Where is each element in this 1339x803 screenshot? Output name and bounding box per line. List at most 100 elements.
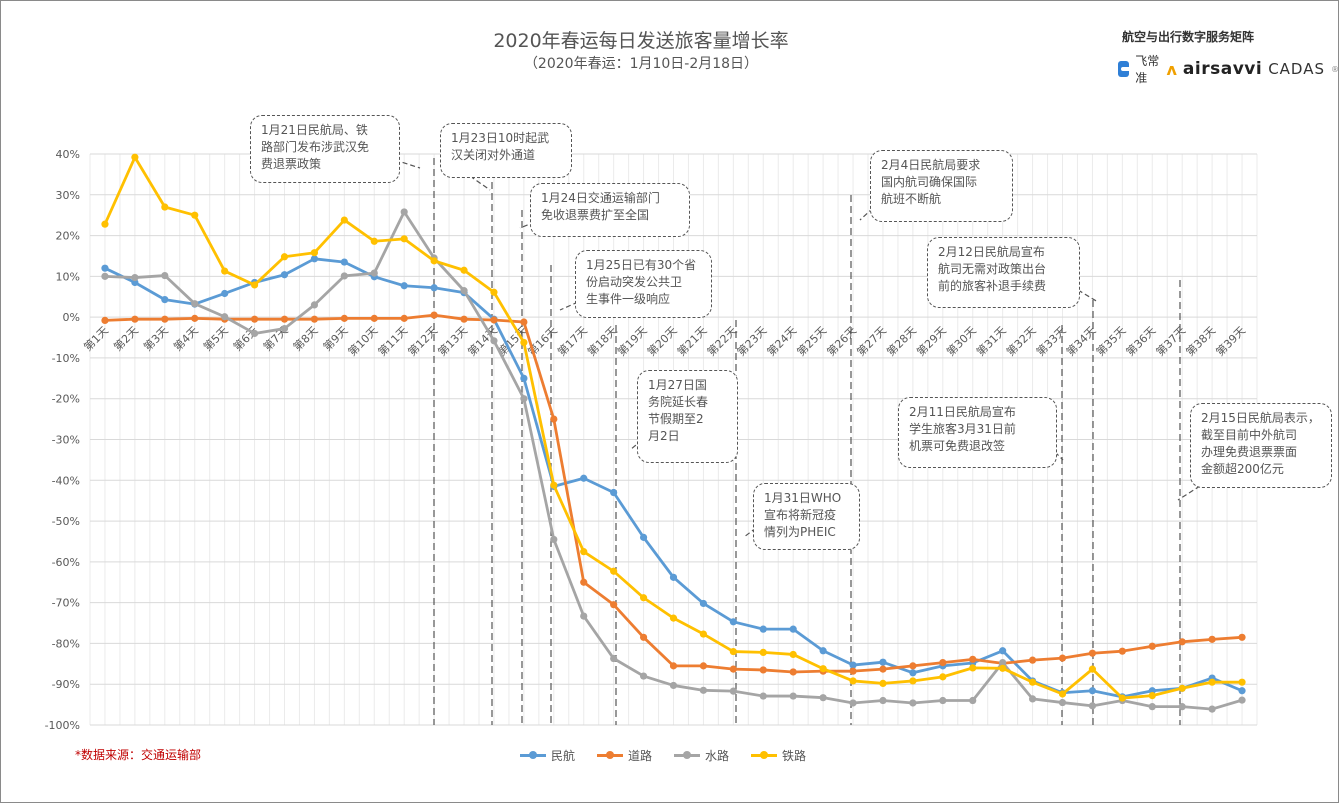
data-point: [879, 696, 887, 705]
annotation-line: 1月27日国: [648, 378, 707, 392]
y-tick-label: -90%: [52, 678, 80, 691]
data-point: [250, 315, 259, 323]
x-tick-label: 第2天: [111, 323, 141, 353]
x-tick-label: 第32天: [1003, 323, 1038, 358]
data-point: [400, 235, 408, 243]
data-point: [1088, 649, 1097, 657]
annotation-line: 机票可免费退改签: [909, 439, 1006, 453]
annotation-line: 金额超200亿元: [1201, 462, 1284, 476]
x-tick-label: 第26天: [824, 323, 859, 358]
data-point: [430, 257, 438, 265]
legend-item: 水路: [674, 747, 729, 764]
data-point: [1178, 684, 1186, 692]
data-point: [460, 315, 468, 323]
data-point: [909, 669, 917, 677]
brand-logos: 飞常准 ʌ airsavvi CADAS ®: [1118, 52, 1339, 86]
data-point: [1238, 696, 1246, 704]
data-point: [849, 699, 857, 707]
data-point: [161, 296, 169, 304]
x-tick-label: 第20天: [644, 323, 679, 358]
x-tick-label: 第18天: [584, 323, 619, 358]
legend-item: 铁路: [751, 747, 806, 764]
y-tick-label: -10%: [52, 352, 80, 365]
data-point: [639, 672, 648, 680]
data-point: [400, 208, 408, 216]
feichangzhun-logo-icon: [1118, 61, 1132, 77]
y-tick-label: -100%: [45, 719, 80, 732]
annotation-callout: 1月23日10时起武 汉关闭对外通道: [440, 123, 572, 178]
data-point: [101, 264, 109, 272]
data-point: [819, 647, 827, 655]
data-point: [400, 282, 408, 290]
data-point: [849, 661, 857, 669]
data-point: [1028, 695, 1037, 703]
data-point: [221, 289, 229, 298]
legend-item: 道路: [597, 747, 652, 764]
data-point: [340, 314, 348, 322]
data-point: [639, 594, 648, 602]
y-tick-label: -80%: [52, 637, 80, 650]
data-point: [370, 314, 378, 322]
annotation-line: 免收退票费扩至全国: [541, 208, 650, 222]
data-point: [610, 601, 618, 609]
data-point: [520, 374, 528, 382]
x-tick-label: 第19天: [614, 323, 649, 358]
y-tick-label: -50%: [52, 515, 80, 528]
data-source-note: *数据来源：交通运输部: [75, 748, 202, 762]
legend-swatch-icon: [674, 751, 701, 759]
annotation-line: 2月12日民航局宣布: [938, 245, 1045, 259]
data-point: [1088, 687, 1097, 695]
callout-pointer: [1177, 485, 1201, 501]
data-point: [280, 324, 289, 333]
data-point: [1208, 678, 1216, 686]
data-point: [939, 658, 947, 667]
data-point: [1118, 647, 1126, 655]
x-tick-label: 第28天: [884, 323, 919, 358]
y-tick-label: 40%: [56, 148, 80, 161]
data-point: [789, 692, 797, 700]
data-point: [909, 662, 917, 670]
data-point: [729, 618, 737, 626]
data-point: [1178, 703, 1186, 711]
data-point: [909, 677, 917, 685]
y-tick-label: -20%: [52, 393, 80, 406]
data-point: [879, 679, 887, 687]
data-point: [310, 255, 319, 263]
data-point: [1238, 678, 1246, 686]
annotation-line: 学生旅客3月31日前: [909, 422, 1016, 436]
annotation-line: 1月23日10时起武: [451, 131, 550, 145]
data-point: [819, 665, 827, 673]
legend-label: 道路: [628, 749, 653, 763]
data-point: [490, 316, 498, 324]
x-tick-label: 第30天: [943, 323, 978, 358]
data-point: [400, 314, 408, 322]
chart-subtitle: （2020年春运：1月10日-2月18日）: [523, 56, 759, 72]
legend-label: 民航: [551, 749, 576, 763]
data-point: [639, 533, 648, 541]
data-point: [370, 237, 378, 245]
y-tick-label: 10%: [56, 270, 80, 283]
data-point: [161, 203, 169, 211]
annotation-line: 2月4日民航局要求: [881, 158, 981, 172]
y-tick-label: -70%: [52, 597, 80, 610]
y-tick-label: 30%: [56, 189, 80, 202]
x-tick-label: 第4天: [170, 323, 200, 353]
annotation-line: 1月31日WHO: [764, 491, 842, 505]
data-point: [669, 573, 678, 581]
data-point: [759, 648, 767, 657]
data-point: [1208, 705, 1216, 713]
x-tick-label: 第22天: [704, 323, 739, 358]
data-point: [939, 696, 947, 705]
annotation-line: 节假期至2: [648, 412, 704, 426]
data-point: [1088, 665, 1097, 673]
data-point: [610, 488, 618, 497]
data-point: [460, 266, 468, 274]
annotation-line: 份启动突发公共卫: [586, 275, 683, 289]
data-point: [969, 664, 977, 672]
data-point: [610, 654, 618, 663]
data-point: [580, 578, 588, 586]
x-tick-label: 第27天: [854, 323, 889, 358]
x-tick-label: 第3天: [141, 323, 171, 353]
annotation-line: 航司无需对政策出台: [938, 262, 1047, 276]
data-point: [101, 272, 109, 280]
